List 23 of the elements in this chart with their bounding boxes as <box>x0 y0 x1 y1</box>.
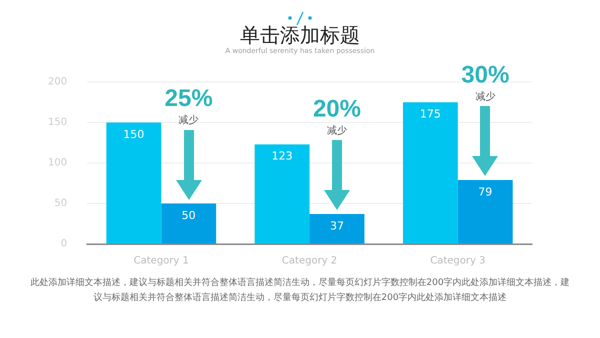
annotation: 减少 <box>475 90 496 103</box>
annotation: 20% <box>312 96 362 123</box>
bar <box>310 214 364 244</box>
annotation: 30% <box>461 62 510 89</box>
x-tick-label: Category 3 <box>430 256 486 267</box>
x-tick-label: Category 2 <box>282 256 338 267</box>
data-label: 79 <box>478 185 492 198</box>
bar <box>458 180 513 244</box>
chart-title: 单击添加标题 <box>239 22 361 48</box>
data-label: 123 <box>272 150 293 163</box>
data-label: 37 <box>330 219 344 232</box>
annotation: 减少 <box>326 124 347 137</box>
bar <box>161 204 216 244</box>
bar <box>106 122 162 244</box>
data-label: 175 <box>420 108 441 121</box>
bar <box>254 144 310 244</box>
annotation: 25% <box>164 85 213 112</box>
bar <box>402 102 458 244</box>
text: 此处添加详细文本描述，建议与标题相关并符合整体语言描述简洁生动，尽量每页幻灯片字数控制在200字内此处添加详细文本描述，建议与标题相关并符合整体语言描述简洁生动，尽量每页幻灯片字数控制在200字内此处添加详细文本描述 <box>30 276 570 305</box>
x-tick-label: Category 1 <box>134 256 189 267</box>
data-label: 150 <box>123 128 144 141</box>
data-label: 50 <box>182 208 196 222</box>
annotation: 减少 <box>178 114 199 126</box>
